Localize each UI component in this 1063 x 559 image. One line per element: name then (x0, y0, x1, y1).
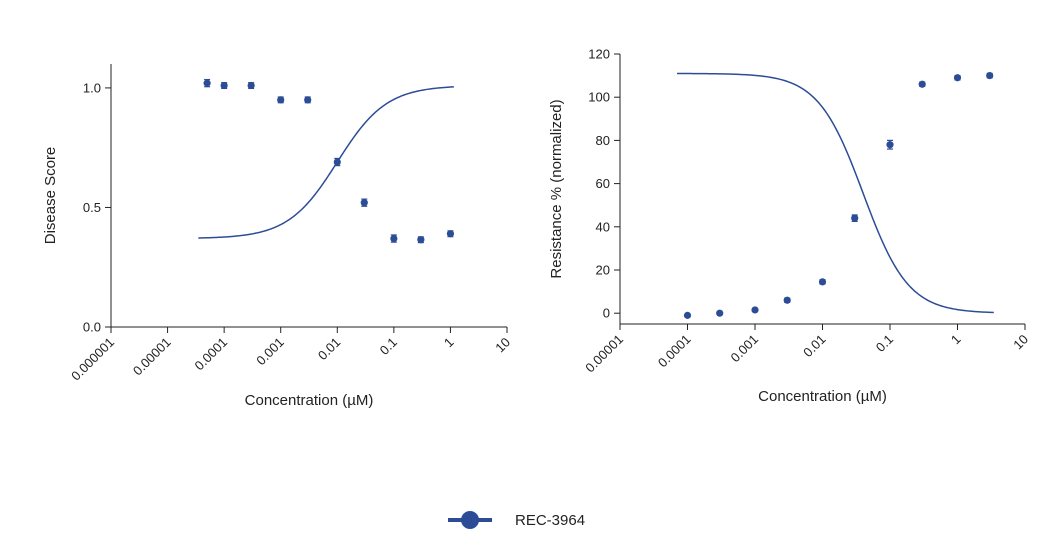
x-tick-label: 0.1 (873, 332, 896, 355)
y-tick-label: 0.5 (83, 200, 101, 215)
x-tick-label: 0.001 (253, 335, 287, 369)
data-point (953, 74, 962, 82)
fit-curve (677, 72, 994, 314)
data-point (203, 79, 211, 87)
data-point (277, 96, 285, 104)
y-tick-label: 120 (588, 47, 610, 62)
y-tick-label: 80 (596, 133, 610, 148)
x-tick-label: 0.00001 (582, 332, 626, 376)
x-axis-title: Concentration (µM) (245, 392, 374, 409)
data-point (247, 81, 255, 90)
data-point (390, 234, 398, 243)
resistance-chart: 0.00001 0.0001 0.001 0.01 0.1 1 10020406080100… (548, 47, 1031, 406)
x-tick-label: 0.1 (377, 335, 400, 358)
y-axis-title: Resistance % (normalized) (548, 99, 565, 278)
data-point (333, 158, 341, 166)
data-point (304, 96, 312, 104)
disease-score-chart: 0.000001 0.00001 0.0001 0.001 0.01 0.1 1 10 0.0 0… (42, 64, 513, 409)
y-tick-label: 40 (596, 219, 610, 234)
data-point (918, 80, 926, 88)
data-point (716, 309, 724, 317)
x-tick-label: 0.0001 (655, 332, 694, 371)
x-tick-label: 0.0001 (192, 335, 231, 374)
x-tick-label: 10 (492, 335, 513, 356)
x-tick-label: 0.01 (800, 332, 829, 361)
data-point (986, 72, 994, 80)
data-point (751, 306, 759, 314)
data-point (220, 81, 228, 90)
data-point (417, 236, 425, 244)
data-point (783, 296, 791, 304)
x-tick-label: 0.000001 (68, 335, 117, 384)
x-tick-label: 10 (1010, 332, 1031, 353)
y-tick-label: 60 (596, 176, 610, 191)
x-tick-label: 0.001 (728, 332, 762, 366)
x-tick-label: 0.00001 (130, 335, 174, 379)
data-point (818, 278, 827, 286)
legend-marker-swatch (461, 511, 479, 529)
y-tick-label: 100 (588, 90, 610, 105)
data-point (683, 311, 692, 319)
data-point (360, 199, 368, 207)
y-tick-label: 0 (603, 306, 610, 321)
legend-label: REC-3964 (515, 512, 585, 529)
fit-curve (198, 86, 454, 239)
legend: REC-3964 (448, 511, 585, 529)
y-tick-label: 20 (596, 263, 610, 278)
data-point (886, 141, 894, 149)
data-point (446, 230, 455, 238)
x-tick-label: 1 (441, 335, 457, 351)
x-axis-title: Concentration (µM) (758, 388, 887, 405)
y-tick-label: 1.0 (83, 80, 101, 95)
x-tick-label: 1 (948, 332, 964, 348)
x-tick-label: 0.01 (315, 335, 344, 364)
y-axis-title: Disease Score (42, 147, 59, 245)
data-point (851, 214, 859, 222)
y-tick-label: 0.0 (83, 320, 101, 335)
